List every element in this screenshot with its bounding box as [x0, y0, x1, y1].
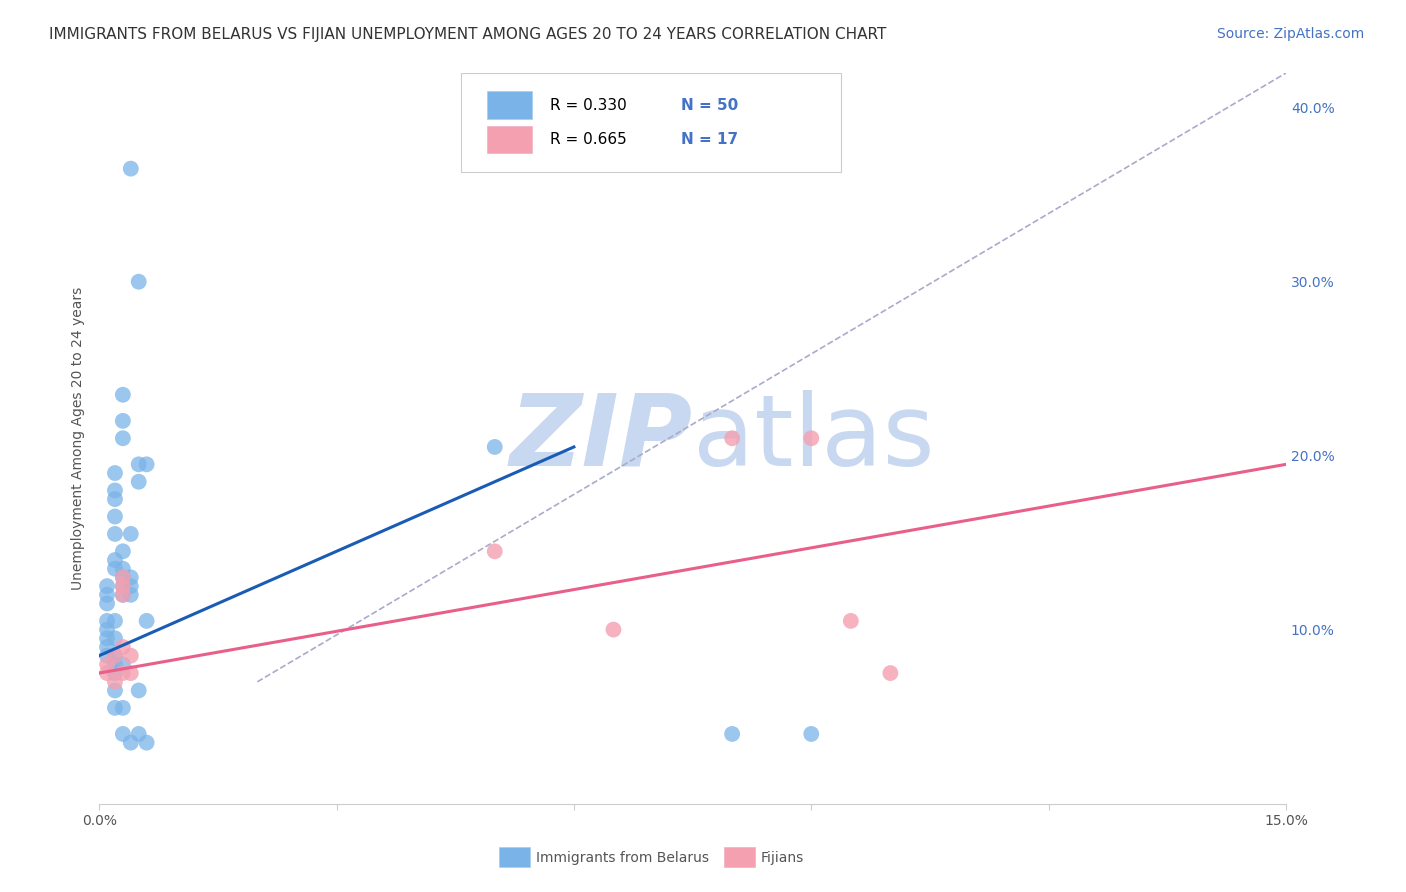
Point: [120, 161, 142, 176]
Point: [96, 614, 118, 628]
Point: [104, 674, 127, 689]
Point: [96, 657, 118, 672]
Point: [111, 388, 134, 402]
Point: [111, 579, 134, 593]
Point: [96, 597, 118, 611]
Point: [111, 640, 134, 654]
Point: [104, 683, 127, 698]
Point: [602, 623, 624, 637]
Point: [120, 570, 142, 584]
Point: [111, 414, 134, 428]
FancyBboxPatch shape: [488, 126, 533, 153]
FancyBboxPatch shape: [461, 73, 841, 171]
Point: [128, 458, 150, 472]
Point: [104, 614, 127, 628]
Text: R = 0.330: R = 0.330: [550, 97, 627, 112]
Point: [135, 458, 157, 472]
Point: [484, 544, 506, 558]
Point: [104, 701, 127, 715]
Point: [96, 666, 118, 681]
Text: atlas: atlas: [693, 390, 934, 487]
Point: [104, 562, 127, 576]
Point: [104, 648, 127, 663]
Point: [104, 657, 127, 672]
Point: [111, 570, 134, 584]
Point: [96, 648, 118, 663]
Point: [135, 736, 157, 750]
Y-axis label: Unemployment Among Ages 20 to 24 years: Unemployment Among Ages 20 to 24 years: [72, 286, 86, 590]
Text: ZIP: ZIP: [509, 390, 693, 487]
Point: [111, 579, 134, 593]
Text: Source: ZipAtlas.com: Source: ZipAtlas.com: [1216, 27, 1364, 41]
Text: R = 0.665: R = 0.665: [550, 132, 627, 147]
Point: [96, 623, 118, 637]
Point: [135, 614, 157, 628]
Point: [120, 579, 142, 593]
Point: [104, 527, 127, 541]
Point: [128, 475, 150, 489]
Point: [96, 579, 118, 593]
Point: [128, 275, 150, 289]
Point: [721, 727, 744, 741]
Text: Fijians: Fijians: [761, 851, 804, 865]
Point: [120, 588, 142, 602]
Point: [111, 657, 134, 672]
Point: [879, 666, 901, 681]
Point: [104, 553, 127, 567]
Point: [111, 588, 134, 602]
Point: [104, 632, 127, 646]
Point: [104, 509, 127, 524]
Point: [111, 570, 134, 584]
Point: [120, 736, 142, 750]
Point: [104, 666, 127, 681]
Point: [111, 562, 134, 576]
FancyBboxPatch shape: [488, 91, 533, 119]
Point: [120, 666, 142, 681]
Point: [120, 648, 142, 663]
Point: [96, 640, 118, 654]
Text: N = 17: N = 17: [681, 132, 738, 147]
Point: [800, 727, 823, 741]
Point: [96, 588, 118, 602]
Point: [104, 492, 127, 507]
Point: [128, 683, 150, 698]
Text: N = 50: N = 50: [681, 97, 738, 112]
Point: [104, 466, 127, 480]
Point: [104, 648, 127, 663]
Point: [96, 632, 118, 646]
Point: [111, 701, 134, 715]
Point: [800, 431, 823, 445]
Point: [839, 614, 862, 628]
Point: [721, 431, 744, 445]
Point: [120, 527, 142, 541]
Point: [111, 544, 134, 558]
Point: [128, 727, 150, 741]
Point: [484, 440, 506, 454]
Point: [104, 483, 127, 498]
Point: [111, 727, 134, 741]
Point: [111, 588, 134, 602]
Point: [111, 666, 134, 681]
Point: [111, 431, 134, 445]
Text: Immigrants from Belarus: Immigrants from Belarus: [536, 851, 709, 865]
Text: IMMIGRANTS FROM BELARUS VS FIJIAN UNEMPLOYMENT AMONG AGES 20 TO 24 YEARS CORRELA: IMMIGRANTS FROM BELARUS VS FIJIAN UNEMPL…: [49, 27, 887, 42]
